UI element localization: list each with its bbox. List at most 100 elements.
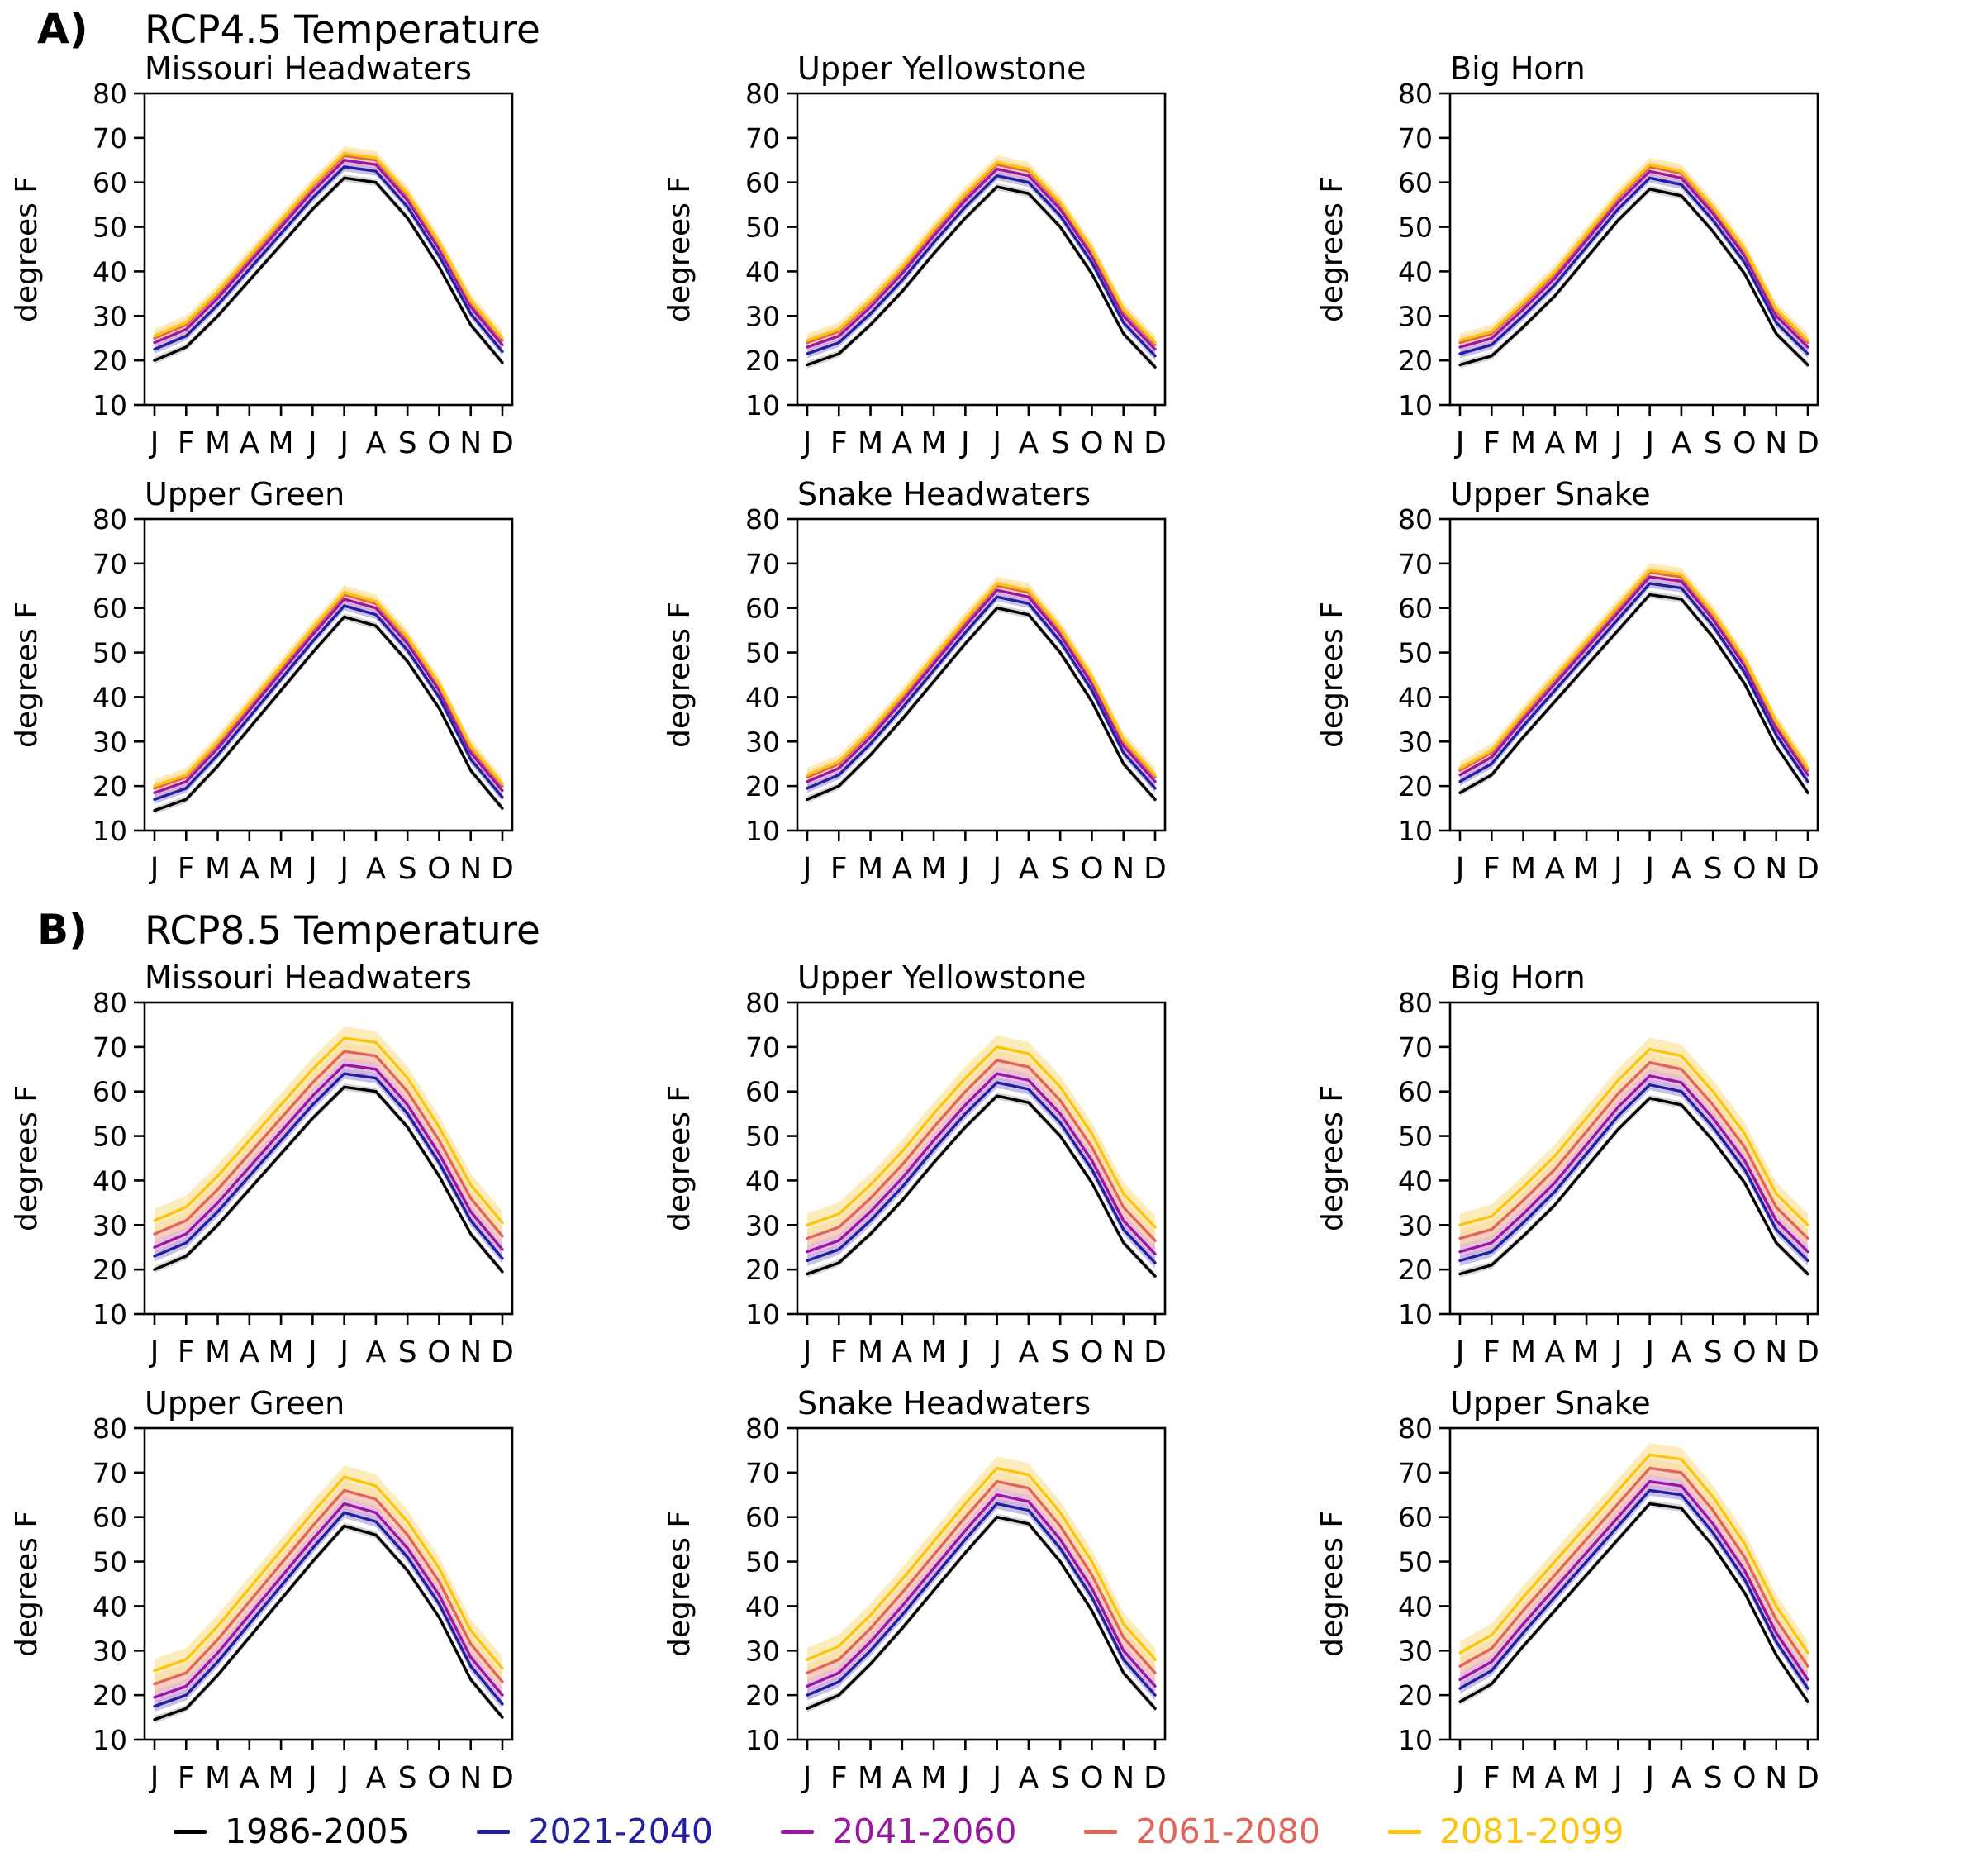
y-axis-label: degrees F <box>663 602 697 748</box>
x-tick-label: F <box>1483 852 1500 886</box>
plot-frame <box>143 1001 514 1316</box>
series-line-1986-2005 <box>806 185 1157 369</box>
y-tick-label: 30 <box>1398 1209 1433 1241</box>
x-tick-label: S <box>1704 1336 1723 1369</box>
series-line-2061-2080 <box>1458 1466 1809 1668</box>
legend-label: 2021-2040 <box>528 1812 713 1851</box>
y-tick-label: 60 <box>745 167 780 199</box>
x-tick-label: S <box>398 1761 417 1795</box>
x-tick-label: A <box>892 1761 912 1795</box>
y-tick-label: 70 <box>93 122 127 155</box>
x-tick-label: M <box>269 426 294 460</box>
series-line-2041-2060 <box>153 1502 504 1699</box>
x-tick-label: S <box>1704 426 1723 460</box>
y-tick-label: 70 <box>93 1457 127 1489</box>
y-tick-label: 40 <box>93 681 127 713</box>
x-tick-label: J <box>1643 426 1654 460</box>
y-axis-label: degrees F <box>1315 1511 1349 1657</box>
series-line-2081-2099 <box>806 582 1157 777</box>
x-tick-label: J <box>338 1336 349 1369</box>
series-band-1986-2005 <box>155 1522 502 1724</box>
subplot-title: Upper Green <box>145 1385 345 1421</box>
y-tick-label: 50 <box>745 1546 780 1578</box>
y-axis-label: degrees F <box>663 1085 697 1231</box>
plot-frame <box>143 517 514 832</box>
panel-b-label: B) <box>37 906 88 954</box>
x-tick-label: J <box>338 1761 349 1795</box>
x-tick-label: F <box>178 426 195 460</box>
series-line-2021-2040 <box>806 174 1157 358</box>
series-band-2021-2040 <box>155 1068 502 1264</box>
y-tick-label: 50 <box>93 637 127 669</box>
subplot-title: Missouri Headwaters <box>145 959 472 996</box>
x-tick-label: F <box>1483 426 1500 460</box>
x-tick-label: M <box>205 1761 231 1795</box>
x-tick-label: F <box>178 1336 195 1369</box>
y-tick-label: 80 <box>93 1412 127 1445</box>
subplot-cell: Upper Green degrees F 10 20 30 40 50 60 70 80 J F M A… <box>0 474 653 899</box>
x-tick-label: A <box>892 852 912 886</box>
y-tick-label: 40 <box>93 1164 127 1197</box>
x-tick-label: O <box>1733 852 1756 886</box>
series-line-2021-2040 <box>153 1511 504 1708</box>
y-tick-label: 70 <box>93 548 127 580</box>
x-tick-label: M <box>1574 426 1600 460</box>
x-tick-label: M <box>1574 1761 1600 1795</box>
x-tick-label: J <box>959 1336 970 1369</box>
plot-frame <box>1448 1426 1819 1741</box>
x-tick-label: A <box>1672 426 1692 460</box>
y-tick-label: 30 <box>93 1209 127 1241</box>
y-tick-label: 20 <box>745 770 780 802</box>
y-tick-label: 10 <box>745 389 780 421</box>
series-line-2081-2099 <box>806 1045 1157 1229</box>
subplot-title: Snake Headwaters <box>797 1385 1091 1421</box>
legend-item-2081-2099: 2081-2099 <box>1387 1812 1624 1851</box>
subplot-title: Snake Headwaters <box>797 476 1091 512</box>
y-tick-label: 10 <box>93 815 127 847</box>
y-axis-label: degrees F <box>10 1085 44 1231</box>
legend-item-2021-2040: 2021-2040 <box>477 1812 713 1851</box>
subplot-title: Upper Snake <box>1450 1385 1651 1421</box>
series-band-2081-2099 <box>155 1465 502 1683</box>
y-tick-label: 20 <box>93 1679 127 1712</box>
x-tick-label: O <box>1733 1761 1756 1795</box>
series-band-2041-2060 <box>155 1058 502 1256</box>
x-tick-label: D <box>1796 852 1819 886</box>
legend: 1986-2005 2021-2040 2041-2060 2061-2080 2081… <box>174 1812 1624 1851</box>
y-tick-label: 80 <box>745 1412 780 1445</box>
y-axis-label: degrees F <box>1315 1085 1349 1231</box>
x-tick-label: O <box>1733 426 1756 460</box>
y-tick-label: 30 <box>93 300 127 332</box>
x-tick-label: J <box>991 852 1001 886</box>
y-tick-label: 20 <box>93 1254 127 1286</box>
x-tick-label: A <box>1672 1336 1692 1369</box>
legend-label: 1986-2005 <box>225 1812 410 1851</box>
series-line-2041-2060 <box>806 588 1157 783</box>
series-line-2041-2060 <box>1458 169 1809 349</box>
x-tick-label: J <box>991 1336 1001 1369</box>
x-tick-label: F <box>178 852 195 886</box>
panel-a-title: RCP4.5 Temperature <box>145 7 540 53</box>
x-tick-label: A <box>1019 1761 1039 1795</box>
series-line-1986-2005 <box>806 1516 1157 1710</box>
subplot-cell: Missouri Headwaters degrees F 10 20 30 40 50 60… <box>0 957 653 1383</box>
series-band-2041-2060 <box>807 1488 1155 1693</box>
series-line-1986-2005 <box>153 1085 504 1274</box>
x-tick-label: S <box>1704 1761 1723 1795</box>
legend-dash-icon <box>174 1829 207 1834</box>
plot-frame <box>143 92 514 407</box>
x-tick-label: J <box>801 852 812 886</box>
series-band-2081-2099 <box>807 1035 1155 1239</box>
y-tick-label: 40 <box>745 1164 780 1197</box>
y-tick-label: 70 <box>1398 548 1433 580</box>
x-tick-label: A <box>892 426 912 460</box>
series-line-2061-2080 <box>153 1488 504 1686</box>
y-tick-label: 50 <box>93 1121 127 1153</box>
series-band-1986-2005 <box>155 174 502 367</box>
y-tick-label: 80 <box>1398 1412 1433 1445</box>
y-tick-label: 10 <box>1398 1724 1433 1756</box>
series-line-2021-2040 <box>153 1072 504 1260</box>
y-tick-label: 70 <box>1398 122 1433 155</box>
legend-dash-icon <box>1084 1829 1118 1834</box>
